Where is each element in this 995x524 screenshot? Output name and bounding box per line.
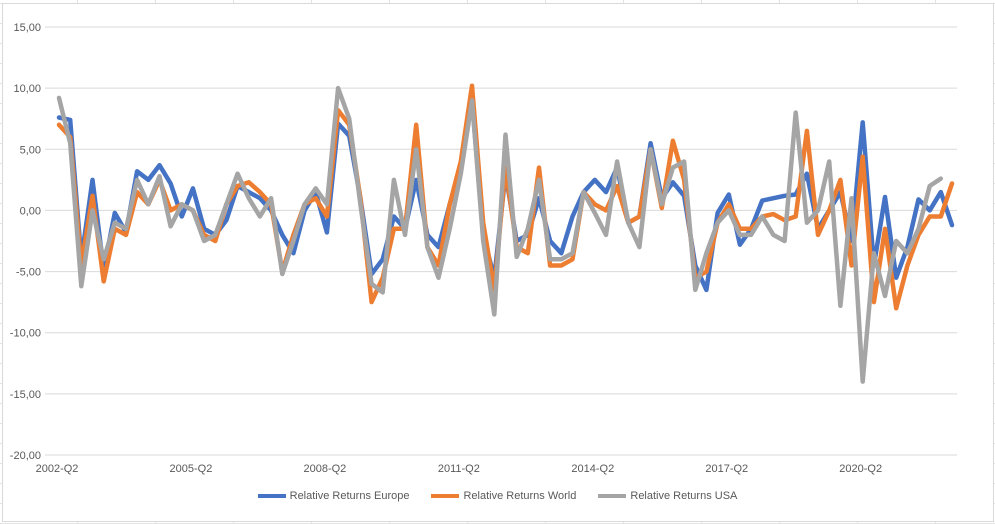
y-tick-label: -15,00 — [10, 389, 41, 401]
legend-swatch — [431, 494, 460, 498]
legend-label: Relative Returns USA — [630, 490, 738, 502]
legend: Relative Returns Europe Relative Returns … — [0, 487, 995, 505]
legend-swatch — [598, 494, 627, 498]
series-line-3 — [56, 85, 944, 384]
legend-item: Relative Returns USA — [598, 490, 737, 502]
y-tick-label: 10,00 — [13, 83, 41, 95]
x-tick-label: 2017-Q2 — [705, 463, 748, 475]
x-tick-label: 2002-Q2 — [36, 463, 79, 475]
x-tick-label: 2011-Q2 — [438, 463, 480, 475]
legend-swatch — [257, 494, 286, 498]
y-tick-label: -5,00 — [16, 267, 41, 279]
legend-item: Relative Returns World — [431, 490, 576, 502]
x-tick-label: 2005-Q2 — [170, 463, 213, 475]
x-tick-label: 2008-Q2 — [303, 463, 346, 475]
legend-label: Relative Returns Europe — [289, 490, 410, 502]
y-tick-label: -10,00 — [10, 328, 41, 340]
y-tick-label: 5,00 — [20, 144, 41, 156]
series-lines — [56, 83, 955, 384]
y-tick-label: 15,00 — [13, 22, 41, 34]
series-line-1 — [56, 98, 955, 293]
x-tick-label: 2014-Q2 — [571, 463, 614, 475]
y-tick-label: -20,00 — [10, 450, 41, 462]
x-tick-label: 2020-Q2 — [839, 463, 882, 475]
y-axis-tick-labels: 15,00 10,00 5,00 0,00 -5,00 -10,00 -15,00 -20,0… — [10, 22, 41, 462]
legend-label: Relative Returns World — [463, 490, 577, 502]
x-axis-tick-labels: 2002-Q2 2005-Q2 2008-Q2 2011-Q2 2014-Q2 2017-… — [36, 463, 883, 475]
y-tick-label: 0,00 — [20, 205, 41, 217]
legend-item: Relative Returns Europe — [257, 490, 410, 502]
